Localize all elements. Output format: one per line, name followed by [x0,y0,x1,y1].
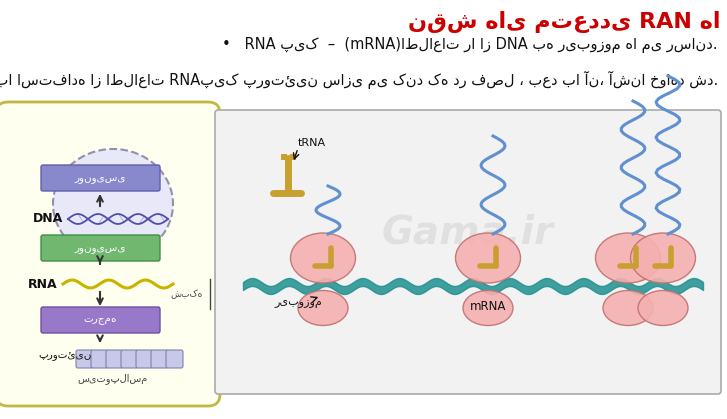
FancyBboxPatch shape [106,350,123,368]
Text: ریبوزوم: ریبوزوم [274,298,322,308]
Ellipse shape [53,149,173,259]
FancyBboxPatch shape [41,165,160,191]
Text: tRNA: tRNA [298,138,326,148]
Text: رونویسی: رونویسی [74,173,126,183]
FancyBboxPatch shape [136,350,153,368]
Ellipse shape [603,290,653,326]
FancyBboxPatch shape [166,350,183,368]
Ellipse shape [456,233,521,283]
Ellipse shape [463,290,513,326]
Text: •   RNA پیک  –  (mRNA)اطلاعات را از DNA به ریبوزوم ها می رساند.: • RNA پیک – (mRNA)اطلاعات را از DNA به ر… [222,37,718,53]
FancyBboxPatch shape [151,350,168,368]
Text: سیتوپلاسم: سیتوپلاسم [78,373,148,385]
FancyBboxPatch shape [290,154,296,160]
Text: RNA: RNA [28,277,57,290]
Ellipse shape [638,290,688,326]
Ellipse shape [298,290,348,326]
Ellipse shape [630,233,696,283]
FancyBboxPatch shape [121,350,138,368]
FancyBboxPatch shape [41,307,160,333]
Text: •   ریبوزوم با استفاده از اطلاعات RNAپیک پروتئین سازی می کند که در فصل ، بعد با : • ریبوزوم با استفاده از اطلاعات RNAپیک پ… [0,71,718,89]
FancyBboxPatch shape [0,102,220,406]
FancyBboxPatch shape [41,235,160,261]
Text: mRNA: mRNA [470,300,506,313]
Text: رونویسی: رونویسی [74,243,126,253]
Text: نقش های متعددی RAN ها: نقش های متعددی RAN ها [408,11,720,33]
FancyBboxPatch shape [215,110,721,394]
Text: شبکه: شبکه [171,289,203,299]
FancyBboxPatch shape [281,154,287,160]
FancyBboxPatch shape [76,350,93,368]
Text: Gama.ir: Gama.ir [382,213,554,251]
Text: DNA: DNA [33,212,63,225]
Text: پروتئین: پروتئین [38,351,92,361]
Ellipse shape [291,233,356,283]
Text: ترجمه: ترجمه [84,315,117,325]
FancyBboxPatch shape [91,350,108,368]
Ellipse shape [595,233,661,283]
